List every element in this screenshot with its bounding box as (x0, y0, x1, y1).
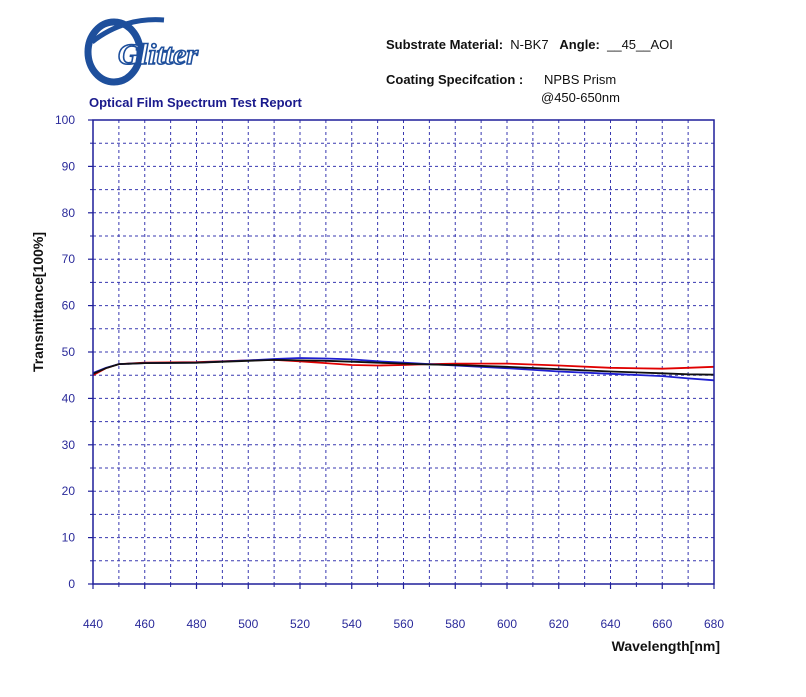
x-tick-label: 600 (497, 617, 517, 631)
x-tick-label: 440 (83, 617, 103, 631)
y-tick-label: 70 (62, 252, 76, 266)
x-tick-label: 620 (549, 617, 569, 631)
plot-frame (92, 119, 715, 585)
x-tick-label: 480 (186, 617, 206, 631)
angle-value: __45__AOI (607, 37, 673, 52)
substrate-value: N-BK7 (510, 37, 549, 52)
y-tick-label: 30 (62, 438, 76, 452)
x-tick-label: 460 (135, 617, 155, 631)
substrate-label: Substrate Material: (386, 37, 504, 52)
series-line-3 (92, 358, 715, 376)
y-tick-label: 100 (55, 113, 75, 127)
y-tick-label: 80 (62, 206, 76, 220)
angle-label: Angle: (559, 37, 600, 52)
y-tick-label: 20 (62, 484, 76, 498)
x-tick-label: 580 (445, 617, 465, 631)
logo-swoosh (84, 18, 144, 86)
y-tick-label: 90 (62, 159, 76, 173)
x-tick-label: 500 (238, 617, 258, 631)
substrate-line: Substrate Material: N-BK7 Angle: __45__A… (386, 37, 673, 52)
x-tick-label: 540 (342, 617, 362, 631)
report-title: Optical Film Spectrum Test Report (89, 95, 302, 110)
y-tick-label: 10 (62, 531, 76, 545)
ticks: 0 10 20 30 40 50 60 70 80 90 100 440 460 480 500 520 540… (55, 113, 724, 631)
x-tick-label: 680 (704, 617, 724, 631)
y-tick-label: 50 (62, 345, 76, 359)
y-tick-label: 0 (68, 577, 75, 591)
x-tick-label: 640 (600, 617, 620, 631)
coating-value-1: NPBS Prism (544, 72, 617, 87)
x-tick-label: 520 (290, 617, 310, 631)
series-layer (92, 357, 715, 382)
grid (92, 119, 715, 585)
coating-label: Coating Specifcation : (386, 72, 524, 87)
logo-arc (90, 17, 165, 44)
coating-value-2: @450-650nm (541, 90, 620, 105)
x-tick-label: 560 (393, 617, 413, 631)
logo-text: Glitter (118, 38, 198, 71)
glitter-logo: Glitter (84, 17, 199, 86)
y-tick-label: 60 (62, 299, 76, 313)
x-tick-label: 660 (652, 617, 672, 631)
y-tick-label: 40 (62, 391, 76, 405)
x-axis-label: Wavelength[nm] (612, 638, 720, 654)
coating-label-wrap: Coating Specifcation : (386, 72, 523, 87)
y-axis-label: Transmittance[100%] (30, 232, 46, 372)
